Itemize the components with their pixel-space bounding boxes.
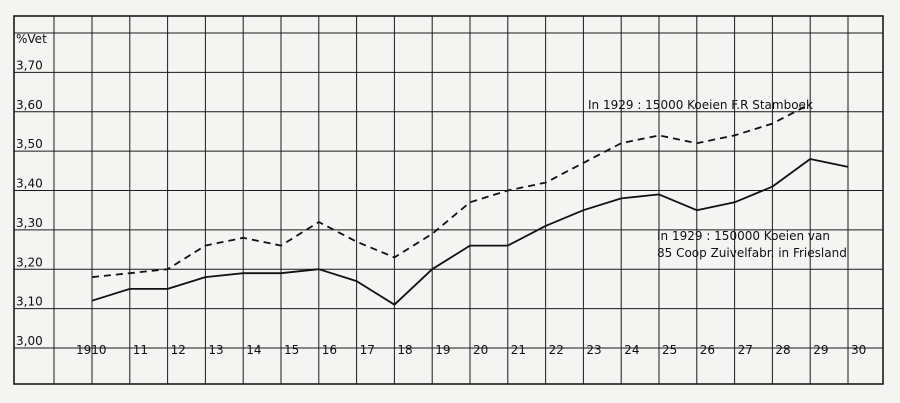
y-tick-label: 3,60 <box>16 98 43 112</box>
x-tick-label: 14 <box>246 343 261 357</box>
y-tick-label: 3,00 <box>16 334 43 348</box>
y-tick-label: 3,40 <box>16 177 43 191</box>
x-tick-label: 16 <box>322 343 337 357</box>
x-tick-label: 1910 <box>76 343 107 357</box>
x-tick-label: 26 <box>700 343 715 357</box>
annotation-coop-line1: In 1929 : 150000 Koeien van <box>657 229 830 243</box>
series-line-solid <box>91 158 849 306</box>
x-tick-label: 19 <box>435 343 450 357</box>
x-tick-label: 25 <box>662 343 677 357</box>
x-tick-label: 20 <box>473 343 488 357</box>
x-tick-label: 18 <box>397 343 412 357</box>
grid <box>14 16 883 384</box>
x-tick-label: 24 <box>624 343 639 357</box>
y-tick-label: 3,10 <box>16 295 43 309</box>
x-tick-label: 21 <box>511 343 526 357</box>
y-tick-label: 3,30 <box>16 216 43 230</box>
series <box>91 103 849 306</box>
x-tick-label: 22 <box>549 343 564 357</box>
y-tick-label: 3,50 <box>16 137 43 151</box>
annotation-stamboek: In 1929 : 15000 Koeien F.R Stamboek <box>588 98 813 112</box>
y-axis-unit-label: %Vet <box>16 32 47 46</box>
x-tick-label: 15 <box>284 343 299 357</box>
annotation-coop-line2: 85 Coop Zuivelfabr. in Friesland <box>657 246 847 260</box>
x-tick-label: 12 <box>171 343 186 357</box>
x-tick-label: 13 <box>208 343 223 357</box>
x-tick-label: 17 <box>360 343 375 357</box>
chart-frame <box>13 15 884 385</box>
x-tick-label: 30 <box>851 343 866 357</box>
series-line-dashed <box>91 103 811 278</box>
x-tick-labels: 1910 11 12 13 14 15 16 17 18 19 20 21 22 23 24 25 26 27 28… <box>76 343 866 357</box>
x-tick-label: 28 <box>775 343 790 357</box>
x-tick-label: 27 <box>738 343 753 357</box>
x-tick-label: 23 <box>586 343 601 357</box>
y-tick-labels: 3,00 3,10 3,20 3,30 3,40 3,50 3,60 3,70 <box>16 58 43 348</box>
x-tick-label: 29 <box>813 343 828 357</box>
y-tick-label: 3,70 <box>16 58 43 72</box>
x-tick-label: 11 <box>133 343 148 357</box>
y-tick-label: 3,20 <box>16 255 43 269</box>
